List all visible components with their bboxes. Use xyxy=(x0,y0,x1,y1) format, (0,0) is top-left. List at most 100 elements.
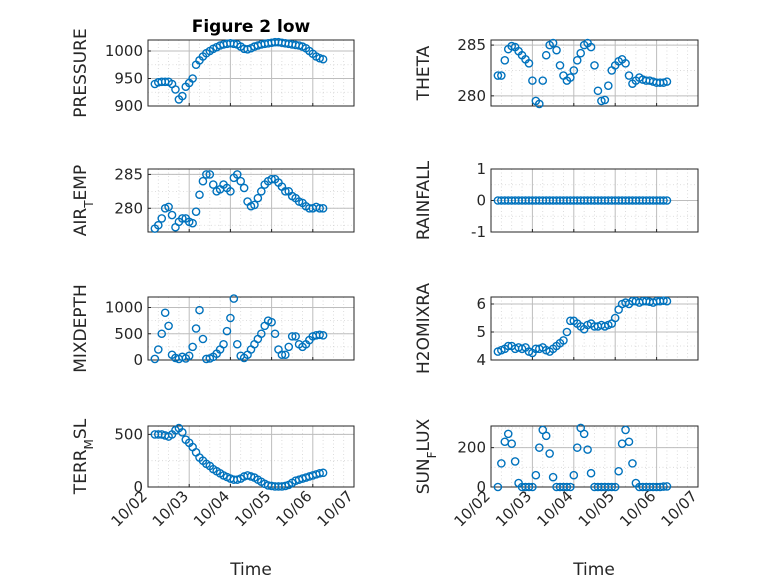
data-point xyxy=(153,345,163,354)
data-point xyxy=(597,96,606,106)
y-axis-label-main: THETA xyxy=(414,45,434,101)
data-point xyxy=(188,74,197,83)
data-point xyxy=(191,207,201,216)
data-point xyxy=(167,210,177,220)
data-point xyxy=(318,468,328,478)
data-point xyxy=(569,66,579,75)
y-axis-label-tail: EMP xyxy=(71,165,91,201)
data-point xyxy=(548,38,558,48)
y-tick-label: 1000 xyxy=(105,42,143,60)
axes-box xyxy=(490,39,699,107)
data-point xyxy=(610,482,620,492)
data-point xyxy=(566,482,575,492)
y-tick-label: 0 xyxy=(476,478,486,496)
data-point xyxy=(198,176,208,186)
data-point xyxy=(267,317,276,327)
data-point xyxy=(160,308,170,318)
data-point xyxy=(195,190,204,200)
axes-box xyxy=(147,168,355,233)
data-point xyxy=(621,425,630,435)
data-point xyxy=(562,327,572,337)
y-axis-label: RAINFALL xyxy=(414,160,434,240)
data-point xyxy=(659,296,668,305)
data-point xyxy=(493,71,503,80)
data-point xyxy=(256,329,266,339)
y-axis-label-main: TERR xyxy=(71,449,91,495)
data-point xyxy=(256,187,266,196)
data-point xyxy=(583,445,592,454)
data-point xyxy=(579,429,589,439)
data-point xyxy=(229,294,239,303)
data-point xyxy=(531,470,541,480)
data-point xyxy=(239,183,249,193)
data-point xyxy=(659,78,668,87)
y-tick-label: 1 xyxy=(476,160,486,178)
data-series xyxy=(150,423,328,491)
axes-box xyxy=(490,168,699,233)
data-point xyxy=(659,482,668,491)
x-tick-label: 10/03 xyxy=(149,487,192,530)
data-series xyxy=(150,37,328,104)
y-axis-label: PRESSURE xyxy=(71,28,91,117)
data-point xyxy=(566,316,575,326)
data-point xyxy=(318,203,328,213)
subplot-6: 4 5 6 H2OMIXRA xyxy=(414,283,699,374)
y-axis-label-main: H2OMIXRA xyxy=(414,283,434,374)
data-point xyxy=(493,482,503,492)
data-point xyxy=(586,468,596,478)
y-axis-label: MIXDEPTH xyxy=(71,284,91,373)
data-point xyxy=(569,470,579,480)
y-axis-label-tail: SL xyxy=(71,418,91,439)
data-point xyxy=(538,76,548,85)
data-point xyxy=(188,342,197,352)
y-axis-label-main: AIR xyxy=(71,208,91,237)
data-series xyxy=(150,170,328,233)
y-tick-label: 500 xyxy=(114,425,143,443)
data-point xyxy=(662,196,672,205)
data-point xyxy=(545,449,554,458)
y-tick-label: 280 xyxy=(114,199,143,217)
plot-area xyxy=(490,425,699,488)
y-tick-label: 285 xyxy=(457,36,486,54)
data-point xyxy=(157,214,167,223)
y-tick-label: -1 xyxy=(471,223,486,241)
data-point xyxy=(586,42,596,52)
data-point xyxy=(253,193,263,203)
data-point xyxy=(624,71,634,80)
data-point xyxy=(178,214,187,223)
y-tick-label: 950 xyxy=(114,70,143,88)
data-point xyxy=(628,459,637,468)
data-point xyxy=(222,326,232,336)
y-tick-label: 1000 xyxy=(105,299,143,317)
data-point xyxy=(566,73,575,82)
data-point xyxy=(593,86,603,96)
y-tick-label: 4 xyxy=(476,351,486,369)
data-point xyxy=(510,457,520,466)
data-point xyxy=(250,200,259,210)
y-tick-label: 900 xyxy=(114,97,143,115)
x-tick-label: 10/04 xyxy=(190,487,233,530)
y-axis-label-subscript: M xyxy=(82,439,96,449)
x-tick-label: 10/02 xyxy=(108,487,151,530)
data-point xyxy=(205,170,215,179)
data-point xyxy=(236,176,245,186)
x-tick-label: 10/05 xyxy=(231,487,274,530)
subplot-2: 280 285 THETA xyxy=(414,36,699,109)
data-point xyxy=(315,203,324,213)
data-point xyxy=(528,482,537,492)
y-axis-label-tail: LUX xyxy=(414,418,434,451)
data-point xyxy=(232,339,242,349)
subplot-3: 280 285 AIRTEMP xyxy=(71,165,355,237)
data-point xyxy=(621,59,630,68)
data-point xyxy=(281,350,290,360)
y-tick-label: 200 xyxy=(457,439,486,457)
data-point xyxy=(600,95,610,105)
data-point xyxy=(164,202,173,212)
data-point xyxy=(497,459,506,468)
y-axis-label-subscript: T xyxy=(82,200,96,209)
axes-box xyxy=(147,425,355,488)
data-point xyxy=(287,332,297,341)
